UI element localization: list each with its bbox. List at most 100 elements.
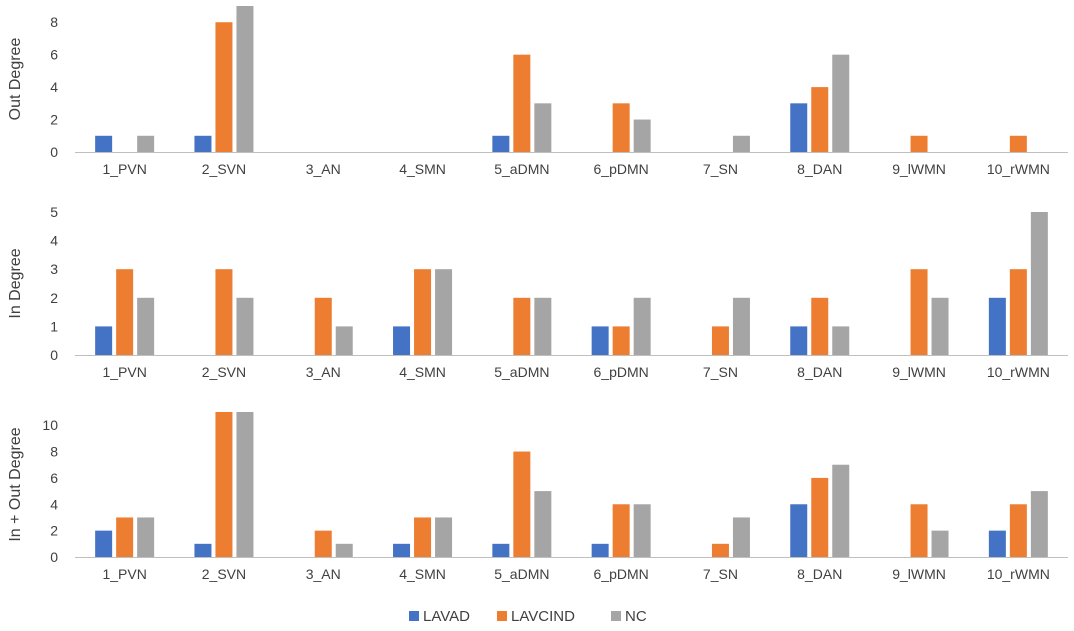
bar-nc-8_dan [832,326,850,355]
bar-nc-2_svn [236,297,254,355]
x-tick-label: 2_SVN [202,566,246,582]
bar-lavcind-1_pvn [116,517,134,557]
bar-lavcind-9_lwmn [910,135,928,152]
x-tick-label: 10_rWMN [987,566,1050,582]
bar-lavcind-10_rwmn [1009,269,1027,355]
bar-nc-7_sn [732,297,750,355]
bar-nc-3_an [335,326,353,355]
bar-lavad-6_pdmn [591,326,609,355]
y-tick-label: 4 [50,79,58,95]
legend-item-lavad: LAVAD [409,608,470,625]
bar-nc-6_pdmn [633,297,651,355]
bar-lavcind-5_admn [513,54,531,152]
y-tick-label: 10 [42,417,58,433]
legend-item-lavcind: LAVCIND [497,608,575,625]
bar-lavcind-1_pvn [116,269,134,355]
y-tick-label: 2 [50,290,58,306]
bar-lavad-1_pvn [95,530,113,557]
bar-nc-1_pvn [137,297,155,355]
bar-lavad-4_smn [393,543,411,557]
x-tick-label: 2_SVN [202,364,246,380]
x-tick-label: 6_pDMN [594,566,649,582]
bar-nc-6_pdmn [633,504,651,557]
bar-lavad-2_svn [194,543,212,557]
y-axis-label: In + Out Degree [7,427,24,541]
bar-nc-10_rwmn [1030,212,1048,355]
bar-lavad-5_admn [492,543,510,557]
bar-lavcind-8_dan [811,297,829,355]
bar-lavcind-5_admn [513,297,531,355]
bar-lavcind-6_pdmn [612,504,630,557]
bar-lavcind-10_rwmn [1009,135,1027,152]
bar-lavad-10_rwmn [988,530,1006,557]
x-tick-label: 8_DAN [797,364,842,380]
bar-lavcind-8_dan [811,477,829,557]
y-tick-label: 0 [50,549,58,565]
bar-nc-4_smn [435,269,453,355]
bar-nc-3_an [335,543,353,557]
bar-lavcind-6_pdmn [612,326,630,355]
y-tick-label: 0 [50,347,58,363]
bar-lavcind-7_sn [711,326,729,355]
bar-nc-7_sn [732,517,750,557]
x-tick-label: 6_pDMN [594,161,649,177]
legend-label-nc: NC [625,608,647,625]
x-tick-label: 4_SMN [399,364,446,380]
x-tick-label: 8_DAN [797,161,842,177]
bar-nc-6_pdmn [633,119,651,152]
bar-nc-1_pvn [137,517,155,557]
chart-panel-2: 0 1 2 3 4 5 In Degree 1_PVN 2_SVN 3_AN 4_SMN 5_aDMN… [7,204,1068,380]
x-tick-label: 5_aDMN [494,364,549,380]
bar-lavcind-9_lwmn [910,504,928,557]
legend-swatch-lavcind [497,611,507,621]
x-tick-label: 3_AN [306,161,341,177]
bar-nc-10_rwmn [1030,491,1048,557]
bar-lavcind-8_dan [811,87,829,152]
bar-lavad-5_admn [492,135,510,152]
x-tick-label: 3_AN [306,566,341,582]
legend-label-lavad: LAVAD [423,608,470,625]
bar-lavad-8_dan [790,103,808,152]
y-axis-label: In Degree [7,248,24,318]
y-tick-label: 0 [50,144,58,160]
y-tick-label: 4 [50,496,58,512]
bar-nc-9_lwmn [931,297,949,355]
x-tick-label: 1_PVN [102,364,146,380]
x-tick-label: 9_lWMN [892,161,946,177]
bar-nc-9_lwmn [931,530,949,557]
bar-lavcind-3_an [314,297,332,355]
bar-lavcind-4_smn [414,517,432,557]
x-tick-label: 5_aDMN [494,161,549,177]
bar-nc-4_smn [435,517,453,557]
legend-swatch-lavad [409,611,419,621]
y-tick-label: 6 [50,470,58,486]
bar-lavcind-2_svn [215,22,233,152]
y-tick-label: 8 [50,444,58,460]
legend-item-nc: NC [611,608,647,625]
y-tick-label: 2 [50,523,58,539]
bar-lavcind-10_rwmn [1009,504,1027,557]
bar-nc-2_svn [236,412,254,557]
bar-lavcind-2_svn [215,269,233,355]
x-tick-label: 3_AN [306,364,341,380]
bar-lavad-2_svn [194,135,212,152]
bar-lavad-8_dan [790,504,808,557]
x-tick-label: 4_SMN [399,161,446,177]
x-tick-label: 9_lWMN [892,566,946,582]
x-tick-label: 10_rWMN [987,161,1050,177]
legend: LAVAD LAVCIND NC [409,608,647,625]
y-tick-label: 1 [50,318,58,334]
bar-lavcind-2_svn [215,412,233,557]
y-tick-label: 2 [50,112,58,128]
x-tick-label: 1_PVN [102,566,146,582]
bar-lavad-6_pdmn [591,543,609,557]
y-axis-label: Out Degree [7,38,24,121]
bar-lavad-10_rwmn [988,297,1006,355]
bar-lavad-4_smn [393,326,411,355]
chart-panel-1: 0 2 4 6 8 Out Degree 1_PVN 2_SVN 3_AN 4_SMN 5_aDMN… [7,6,1068,177]
x-tick-label: 8_DAN [797,566,842,582]
bar-nc-8_dan [832,54,850,152]
legend-swatch-nc [611,611,621,621]
bar-nc-7_sn [732,135,750,152]
